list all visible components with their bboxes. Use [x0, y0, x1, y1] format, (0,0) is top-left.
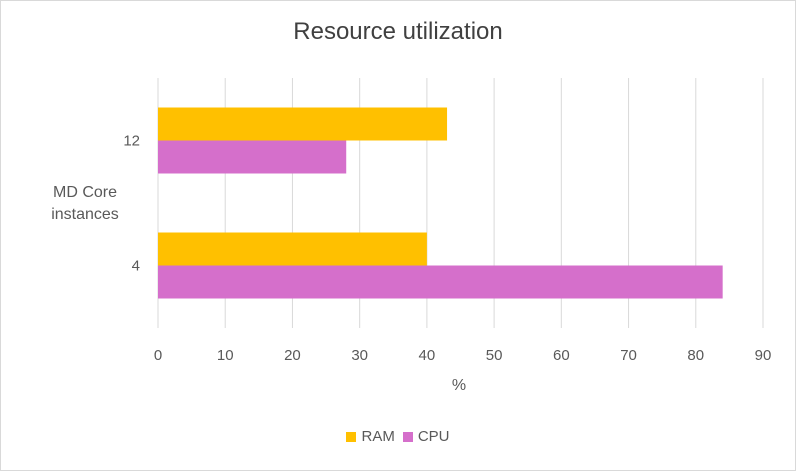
x-tick-label: 90 [755, 347, 772, 364]
bar-ram-4 [158, 232, 427, 266]
x-tick-label: 60 [553, 347, 570, 364]
x-axis-title: % [452, 377, 466, 394]
bar-cpu-12 [158, 140, 347, 174]
x-tick-label: 20 [284, 347, 301, 364]
legend-swatch [402, 431, 413, 442]
bar-ram-12 [158, 107, 448, 141]
x-tick-label: 30 [351, 347, 368, 364]
chart-title: Resource utilization [293, 18, 503, 45]
y-tick-label: 4 [132, 258, 140, 275]
legend: RAM CPU [0, 428, 796, 446]
legend-swatch [346, 431, 357, 442]
x-tick-label: 70 [620, 347, 637, 364]
y-tick-label: 12 [123, 133, 140, 150]
tick-labels: 0 10 20 30 40 50 60 70 80 90 12 4 [123, 133, 771, 365]
x-tick-label: 0 [154, 347, 162, 364]
x-tick-label: 10 [217, 347, 234, 364]
bar-cpu-4 [158, 265, 723, 299]
x-tick-label: 80 [687, 347, 704, 364]
legend-item-ram: RAM [346, 428, 395, 445]
legend-label: CPU [417, 428, 450, 445]
x-tick-label: 40 [419, 347, 436, 364]
x-tick-label: 50 [486, 347, 503, 364]
legend-label: RAM [361, 428, 395, 445]
bars [158, 107, 723, 299]
legend-item-cpu: CPU [402, 428, 450, 445]
y-axis-title: MD Core instances [51, 184, 119, 223]
